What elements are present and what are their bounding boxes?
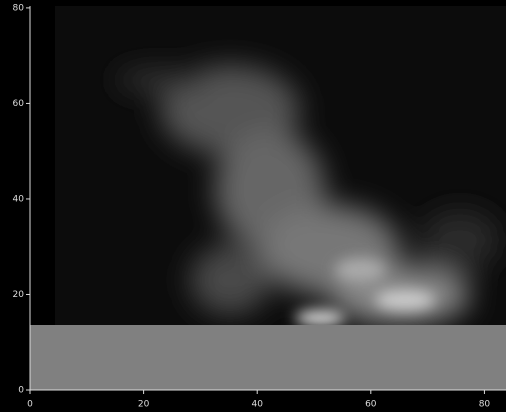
image-content — [30, 6, 506, 325]
x-tick-label: 80 — [479, 400, 491, 410]
dark-strip — [30, 6, 55, 325]
y-tick-label: 80 — [13, 3, 25, 13]
x-tick-label: 0 — [27, 400, 33, 410]
y-tick-label: 20 — [13, 290, 25, 300]
x-tick-label: 40 — [251, 400, 263, 410]
y-tick-label: 0 — [18, 386, 24, 396]
y-tick-label: 40 — [13, 194, 25, 204]
gray-region — [30, 325, 506, 390]
x-tick-label: 20 — [138, 400, 150, 410]
y-tick-label: 60 — [13, 99, 25, 109]
highlights — [295, 258, 435, 325]
x-tick-label: 60 — [365, 400, 377, 410]
